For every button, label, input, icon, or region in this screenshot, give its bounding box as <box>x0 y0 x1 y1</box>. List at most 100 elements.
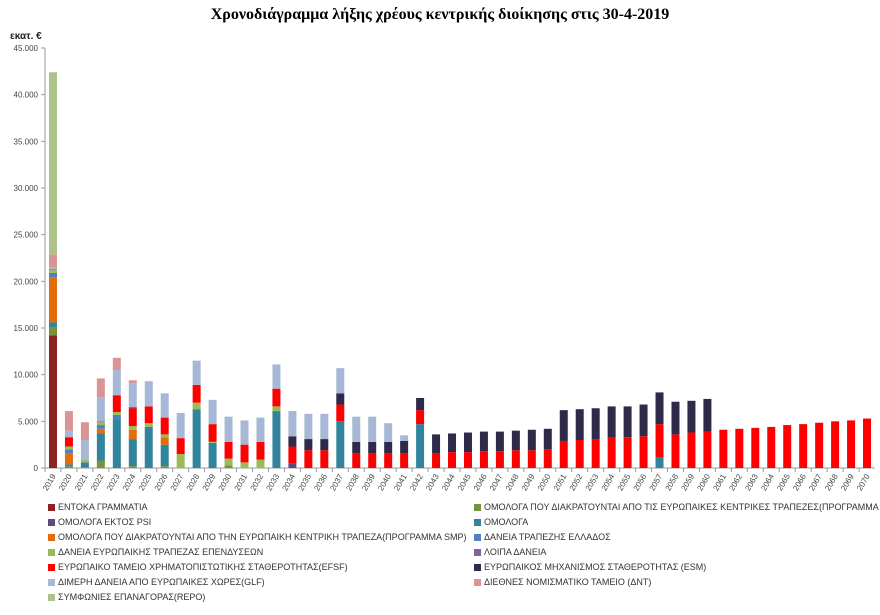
bar-segment <box>48 277 57 323</box>
bar-segment <box>144 426 153 468</box>
bar-segment <box>64 453 73 465</box>
bar-segment <box>112 357 121 370</box>
bar-segment <box>48 322 57 328</box>
bar-segment <box>527 450 536 468</box>
bar-segment <box>272 406 281 412</box>
bar-segment <box>48 72 57 255</box>
bar-segment <box>48 254 57 268</box>
x-tick-label: 2023 <box>105 472 122 492</box>
legend-swatch <box>48 518 55 526</box>
bar-segment <box>847 420 856 468</box>
bar-segment <box>655 424 664 458</box>
x-tick-label: 2047 <box>488 472 505 492</box>
bar-segment <box>304 439 313 451</box>
bar-segment <box>112 414 121 420</box>
legend-item: ΛΟΙΠΑ ΔΑΝΕΙΑ <box>474 547 546 557</box>
x-tick-label: 2035 <box>296 472 313 492</box>
bar-segment <box>384 453 393 468</box>
bar-segment <box>751 427 760 468</box>
bar-segment <box>352 416 361 442</box>
bar-segment <box>208 424 217 442</box>
legend-label: ΛΟΙΠΑ ΔΑΝΕΙΑ <box>484 547 547 557</box>
bar-segment <box>639 404 648 437</box>
x-tick-label: 2055 <box>616 472 633 492</box>
bar-segment <box>288 463 297 468</box>
bar-segment <box>240 420 249 445</box>
x-tick-label: 2034 <box>280 472 297 492</box>
x-tick-label: 2038 <box>344 472 361 492</box>
legend-label: ΕΥΡΩΠΑΙΚΟ ΤΑΜΕΙΟ ΧΡΗΜΑΤΟΠΙΣΤΩΤΙΚΗΣ ΣΤΑΘΕ… <box>58 562 348 572</box>
legend-label: ΕΝΤΟΚΑ ΓΡΑΜΜΑΤΙΑ <box>58 502 148 512</box>
bar-segment <box>160 417 169 435</box>
bar-segment <box>336 421 345 468</box>
legend-label: ΟΜΟΛΟΓΑ ΠΟΥ ΔΙΑΚΡΑΤΟΥΝΤΑΙ ΑΠΟ ΤΙΣ ΕΥΡΩΠΑ… <box>484 502 880 512</box>
bar-segment <box>96 433 105 461</box>
bar-segment <box>559 410 568 441</box>
legend-label: ΔΙΜΕΡΗ ΔΑΝΕΙΑ ΑΠΟ ΕΥΡΩΠΑΙΚΕΣ ΧΩΡΕΣ(GLF) <box>58 577 265 587</box>
bar-segment <box>64 464 73 467</box>
x-tick-label: 2027 <box>169 472 186 492</box>
bar-segment <box>368 453 377 468</box>
y-tick-label: 25.000 <box>14 231 39 240</box>
x-tick-label: 2030 <box>217 472 234 492</box>
y-tick-label: 30.000 <box>14 184 39 193</box>
x-tick-label: 2031 <box>233 472 250 492</box>
bar-segment <box>128 439 137 467</box>
x-tick-label: 2049 <box>520 472 537 492</box>
bar-segment <box>160 434 169 438</box>
bar-segment <box>160 393 169 418</box>
bar-segment <box>463 452 472 468</box>
bar-segment <box>703 398 712 432</box>
bar-segment <box>192 360 201 385</box>
bar-segment <box>416 424 425 468</box>
bar-segment <box>735 428 744 468</box>
bar-segment <box>192 409 201 468</box>
bar-segment <box>208 399 217 425</box>
bar-segment <box>80 440 89 460</box>
bar-segment <box>831 421 840 468</box>
bar-segment <box>160 466 169 468</box>
legend-item: ΟΜΟΛΟΓΑ ΠΟΥ ΔΙΑΚΡΑΤΟΥΝΤΑΙ ΑΠΟ ΤΙΣ ΕΥΡΩΠΑ… <box>474 502 880 512</box>
bar-segment <box>623 406 632 438</box>
bar-segment <box>224 458 233 466</box>
bar-segment <box>80 459 89 463</box>
x-tick-label: 2024 <box>121 472 138 492</box>
legend-swatch <box>48 563 55 571</box>
x-tick-label: 2070 <box>855 472 872 492</box>
bar-segment <box>64 449 73 454</box>
bar-segment <box>160 444 169 467</box>
bar-segment <box>463 432 472 453</box>
x-tick-label: 2057 <box>648 472 665 492</box>
bar-segment <box>687 400 696 433</box>
bar-segment <box>815 422 824 468</box>
x-tick-label: 2063 <box>743 472 760 492</box>
bar-segment <box>607 437 616 468</box>
bar-segment <box>655 457 664 468</box>
y-tick-label: 35.000 <box>14 137 39 146</box>
y-tick-label: 20.000 <box>14 277 39 286</box>
bar-segment <box>112 419 121 468</box>
x-tick-label: 2025 <box>137 472 154 492</box>
y-tick-label: 5.000 <box>18 417 39 426</box>
bar-segment <box>416 398 425 411</box>
bar-segment <box>352 453 361 468</box>
x-tick-label: 2061 <box>711 472 728 492</box>
legend-label: ΔΙΕΘΝΕΣ ΝΟΜΙΣΜΑΤΙΚΟ ΤΑΜΕΙΟ (ΔΝΤ) <box>484 577 652 587</box>
x-tick-label: 2028 <box>185 472 202 492</box>
bar-segment <box>48 272 57 278</box>
bar-segment <box>48 335 57 468</box>
bar-segment <box>272 388 281 407</box>
x-tick-label: 2068 <box>823 472 840 492</box>
bar-segment <box>863 418 872 468</box>
legend-swatch <box>48 593 55 601</box>
x-tick-label: 2020 <box>57 472 74 492</box>
bar-segment <box>336 404 345 422</box>
y-axis-label: εκατ. € <box>10 31 42 42</box>
legend-label: ΣΥΜΦΩΝΙΕΣ ΕΠΑΝΑΓΟΡΑΣ(REPO) <box>58 592 206 602</box>
bar-segment <box>96 421 105 423</box>
bar-segment <box>575 440 584 468</box>
bar-segment <box>176 412 185 439</box>
bar-segment <box>256 459 265 468</box>
bar-segment <box>336 393 345 405</box>
